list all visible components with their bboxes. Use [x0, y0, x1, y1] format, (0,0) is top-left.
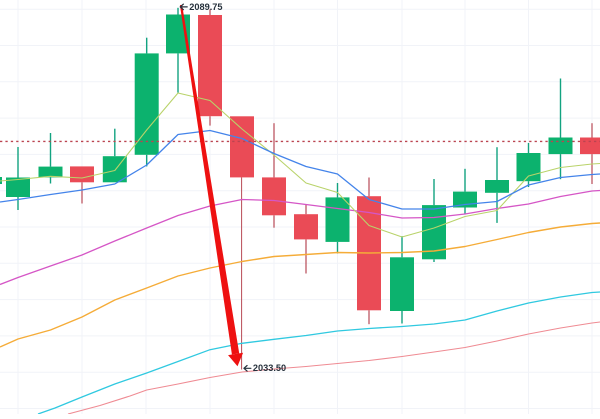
svg-text:2033.50: 2033.50: [253, 363, 286, 373]
svg-text:2089.75: 2089.75: [189, 2, 222, 12]
